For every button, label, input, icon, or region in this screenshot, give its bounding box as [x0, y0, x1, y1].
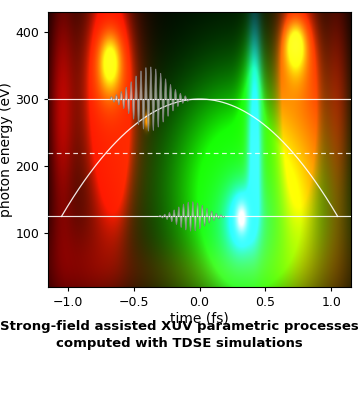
X-axis label: time (fs): time (fs) [170, 312, 229, 326]
Text: Strong-field assisted XUV parametric processes
computed with TDSE simulations: Strong-field assisted XUV parametric pro… [0, 320, 358, 350]
Y-axis label: photon energy (eV): photon energy (eV) [0, 82, 13, 217]
